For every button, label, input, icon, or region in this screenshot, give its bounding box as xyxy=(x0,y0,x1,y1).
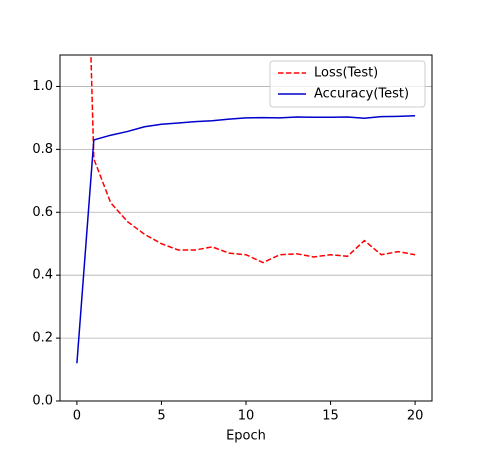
legend-label: Accuracy(Test) xyxy=(314,87,409,102)
y-tick-label: 0.2 xyxy=(32,331,53,346)
x-tick-label: 10 xyxy=(238,409,255,424)
x-axis-label: Epoch xyxy=(226,429,266,444)
x-tick-label: 20 xyxy=(407,409,424,424)
y-tick-label: 0.6 xyxy=(32,205,53,220)
x-tick-label: 5 xyxy=(157,409,165,424)
plot-area xyxy=(76,55,416,364)
y-tick-label: 1.0 xyxy=(32,79,53,94)
legend-label: Loss(Test) xyxy=(314,66,378,81)
line-series xyxy=(90,55,416,264)
x-tick-label: 15 xyxy=(322,409,339,424)
line-series xyxy=(76,114,416,364)
y-tick-label: 0.0 xyxy=(32,394,53,409)
y-tick-label: 0.4 xyxy=(32,268,53,283)
legend-box xyxy=(269,60,426,108)
y-tick-label: 0.8 xyxy=(32,142,53,157)
plot-frame xyxy=(59,54,433,402)
x-tick-label: 0 xyxy=(73,409,81,424)
